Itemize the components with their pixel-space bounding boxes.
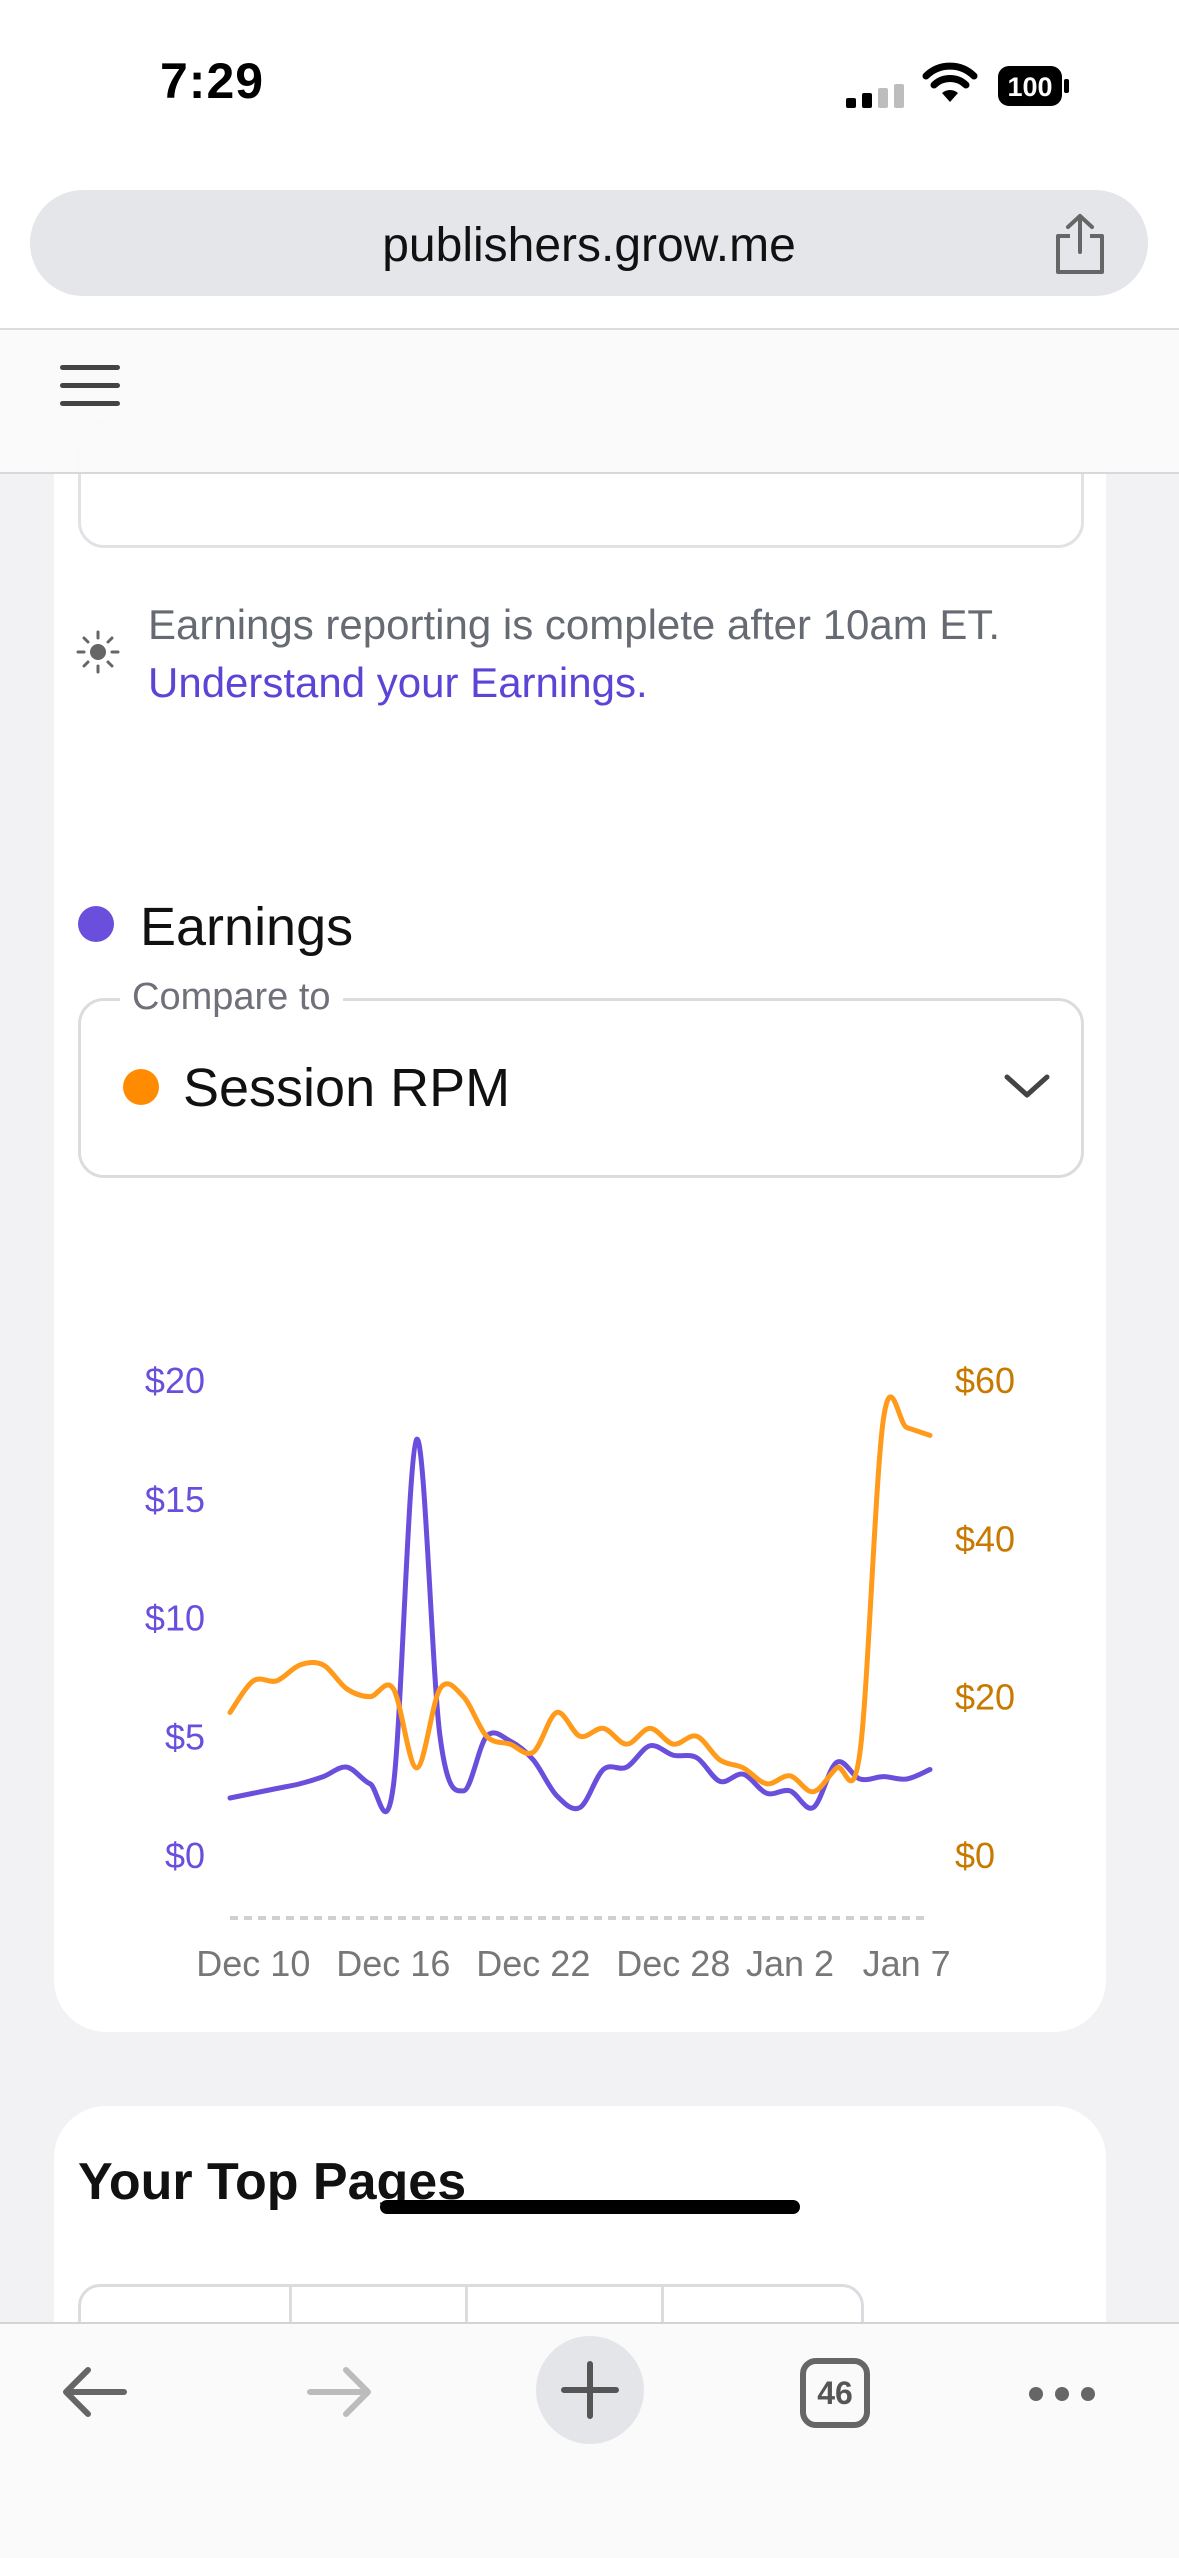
series-line-earnings (227, 1436, 933, 1815)
battery-level: 100 (1007, 72, 1052, 102)
status-bar: 7:29 100 publishers.grow.me (0, 0, 1179, 330)
home-indicator (380, 2200, 800, 2214)
y-left-tick-label: $5 (165, 1716, 205, 1757)
back-arrow-icon[interactable] (58, 2362, 130, 2422)
url-text[interactable]: publishers.grow.me (382, 219, 796, 272)
tab-count-button[interactable]: 46 (800, 2358, 870, 2428)
sun-icon (76, 630, 120, 674)
compare-select-label: Compare to (120, 976, 343, 1019)
series-line-session-rpm (227, 1394, 933, 1795)
plus-icon (561, 2361, 619, 2419)
y-left-tick-label: $15 (145, 1479, 205, 1520)
y-left-tick-label: $0 (165, 1835, 205, 1876)
notice-text: Earnings reporting is complete after 10a… (148, 601, 1001, 648)
menu-icon[interactable] (60, 365, 120, 411)
y-left-tick-label: $10 (145, 1598, 205, 1639)
chevron-down-icon (1004, 1074, 1050, 1098)
new-tab-button[interactable] (536, 2336, 644, 2444)
x-tick-label: Dec 28 (616, 1943, 730, 1980)
session-rpm-dot (123, 1069, 159, 1105)
x-tick-label: Jan 7 (863, 1943, 951, 1980)
browser-toolbar: 46 (0, 2322, 1179, 2558)
earnings-chart: $0 $5 $10 $15 $20 $0 $20 $40 $60 Dec 10 Dec 16 Dec … (145, 1360, 1015, 1980)
understand-earnings-link[interactable]: Understand your Earnings. (148, 659, 648, 706)
address-bar[interactable]: publishers.grow.me (30, 190, 1148, 296)
x-tick-label: Dec 22 (476, 1943, 590, 1980)
y-right-tick-label: $0 (955, 1835, 995, 1876)
y-left-tick-label: $20 (145, 1360, 205, 1401)
x-tick-label: Jan 2 (746, 1943, 834, 1980)
compare-select[interactable]: Session RPM (78, 998, 1084, 1178)
app-header (0, 330, 1179, 474)
battery-icon: 100 (998, 66, 1069, 106)
status-time: 7:29 (160, 53, 265, 109)
earnings-card (54, 380, 1106, 2032)
earnings-legend-label: Earnings (140, 897, 354, 957)
more-options-icon[interactable] (1026, 2384, 1098, 2404)
browser-address-area: publishers.grow.me (0, 170, 1179, 330)
earnings-notice: Earnings reporting is complete after 10a… (148, 596, 1000, 712)
forward-arrow-icon[interactable] (304, 2362, 376, 2422)
compare-select-value: Session RPM (183, 1058, 511, 1118)
earnings-legend-dot (78, 906, 114, 942)
share-icon[interactable] (1052, 212, 1108, 276)
x-tick-label: Dec 16 (336, 1943, 450, 1980)
cellular-signal-icon (846, 84, 904, 108)
x-tick-label: Dec 10 (196, 1943, 310, 1980)
wifi-icon (922, 62, 978, 102)
y-right-tick-label: $20 (955, 1677, 1015, 1718)
y-right-tick-label: $40 (955, 1518, 1015, 1559)
y-right-tick-label: $60 (955, 1360, 1015, 1401)
